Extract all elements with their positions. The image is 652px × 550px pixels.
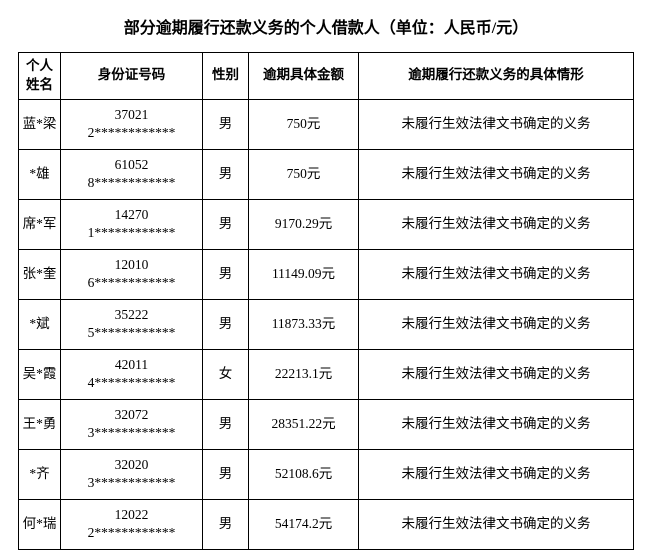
table-row: 王*勇320723************男28351.22元未履行生效法律文书… [19,399,634,449]
cell-id: 320723************ [61,399,203,449]
cell-id: 420114************ [61,349,203,399]
cell-detail: 未履行生效法律文书确定的义务 [359,399,634,449]
cell-amount: 9170.29元 [249,199,359,249]
header-name: 个人姓名 [19,53,61,100]
cell-id: 352225************ [61,299,203,349]
cell-gender: 男 [203,149,249,199]
cell-name: 吴*霞 [19,349,61,399]
cell-id: 120222************ [61,499,203,549]
cell-name: *齐 [19,449,61,499]
table-header-row: 个人姓名 身份证号码 性别 逾期具体金额 逾期履行还款义务的具体情形 [19,53,634,100]
cell-name: 张*奎 [19,249,61,299]
table-row: 席*军142701************男9170.29元未履行生效法律文书确… [19,199,634,249]
table-title: 部分逾期履行还款义务的个人借款人（单位：人民币/元） [18,14,634,38]
cell-name: *斌 [19,299,61,349]
cell-name: 何*瑞 [19,499,61,549]
cell-name: 王*勇 [19,399,61,449]
cell-detail: 未履行生效法律文书确定的义务 [359,249,634,299]
cell-gender: 男 [203,249,249,299]
cell-gender: 女 [203,349,249,399]
borrower-table: 个人姓名 身份证号码 性别 逾期具体金额 逾期履行还款义务的具体情形 蓝*梁37… [18,52,634,550]
table-row: *雄610528************男750元未履行生效法律文书确定的义务 [19,149,634,199]
header-amount: 逾期具体金额 [249,53,359,100]
table-row: *斌352225************男11873.33元未履行生效法律文书确… [19,299,634,349]
cell-amount: 54174.2元 [249,499,359,549]
cell-amount: 22213.1元 [249,349,359,399]
cell-amount: 52108.6元 [249,449,359,499]
cell-amount: 11873.33元 [249,299,359,349]
cell-detail: 未履行生效法律文书确定的义务 [359,299,634,349]
cell-id: 610528************ [61,149,203,199]
cell-id: 142701************ [61,199,203,249]
cell-name: 席*军 [19,199,61,249]
cell-amount: 11149.09元 [249,249,359,299]
cell-amount: 750元 [249,99,359,149]
header-gender: 性别 [203,53,249,100]
cell-detail: 未履行生效法律文书确定的义务 [359,449,634,499]
cell-gender: 男 [203,449,249,499]
header-detail: 逾期履行还款义务的具体情形 [359,53,634,100]
table-body: 蓝*梁370212************男750元未履行生效法律文书确定的义务… [19,99,634,549]
cell-gender: 男 [203,99,249,149]
cell-detail: 未履行生效法律文书确定的义务 [359,349,634,399]
header-id: 身份证号码 [61,53,203,100]
cell-name: *雄 [19,149,61,199]
table-row: 何*瑞120222************男54174.2元未履行生效法律文书确… [19,499,634,549]
cell-amount: 28351.22元 [249,399,359,449]
table-row: *齐320203************男52108.6元未履行生效法律文书确定… [19,449,634,499]
cell-name: 蓝*梁 [19,99,61,149]
cell-detail: 未履行生效法律文书确定的义务 [359,499,634,549]
table-row: 吴*霞420114************女22213.1元未履行生效法律文书确… [19,349,634,399]
cell-id: 370212************ [61,99,203,149]
table-row: 张*奎120106************男11149.09元未履行生效法律文书… [19,249,634,299]
cell-id: 320203************ [61,449,203,499]
table-row: 蓝*梁370212************男750元未履行生效法律文书确定的义务 [19,99,634,149]
cell-id: 120106************ [61,249,203,299]
cell-gender: 男 [203,399,249,449]
cell-detail: 未履行生效法律文书确定的义务 [359,199,634,249]
cell-gender: 男 [203,199,249,249]
cell-gender: 男 [203,299,249,349]
cell-gender: 男 [203,499,249,549]
cell-amount: 750元 [249,149,359,199]
cell-detail: 未履行生效法律文书确定的义务 [359,149,634,199]
cell-detail: 未履行生效法律文书确定的义务 [359,99,634,149]
